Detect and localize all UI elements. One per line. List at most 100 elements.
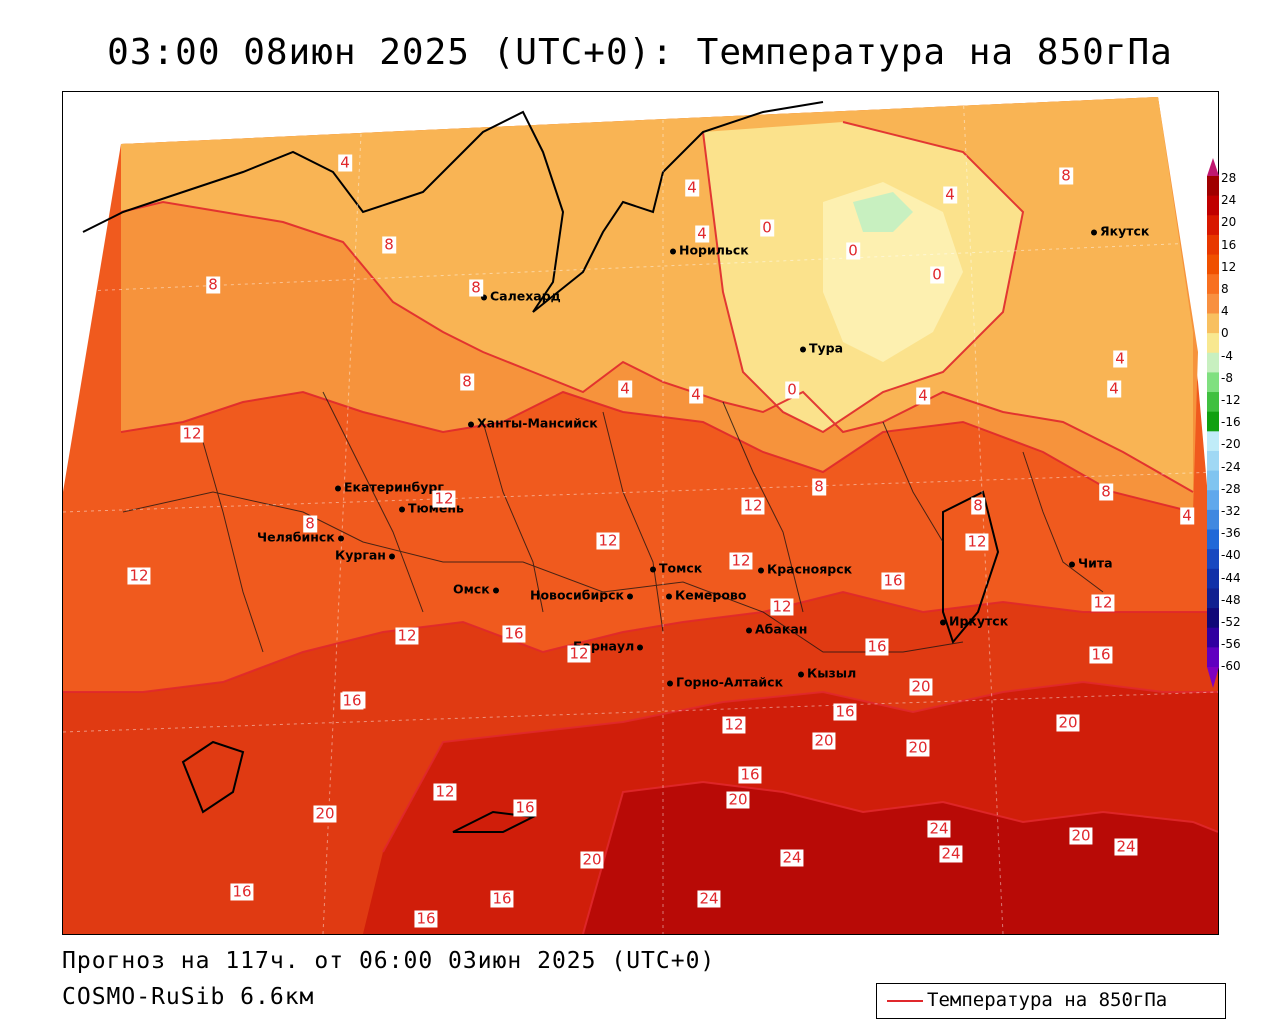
- city-dot-icon: [481, 294, 487, 300]
- colorbar-tick-label: -40: [1221, 548, 1241, 563]
- city-label: Кызыл: [798, 666, 856, 681]
- colorbar-segment: [1207, 490, 1219, 511]
- colorbar-tick-label: 12: [1221, 259, 1237, 274]
- city-label: Омск: [453, 582, 502, 597]
- city-name: Новосибирск: [530, 587, 625, 603]
- colorbar-top-arrow: [1207, 158, 1219, 176]
- city-dot-icon: [746, 627, 752, 633]
- colorbar-tick-label: 4: [1221, 304, 1229, 319]
- isotherm-label: 24: [927, 819, 951, 838]
- colorbar-tick-label: -12: [1221, 393, 1241, 407]
- isotherm-label: 12: [965, 532, 989, 551]
- city-name: Горно-Алтайск: [676, 674, 784, 690]
- colorbar-segment: [1207, 234, 1219, 256]
- colorbar-tick-label: 20: [1221, 215, 1237, 230]
- colorbar-segment: [1207, 509, 1219, 531]
- city-dot-icon: [337, 535, 344, 541]
- map-title: 03:00 08июн 2025 (UTC+0): Температура на…: [107, 32, 1173, 73]
- city-name: Челябинск: [257, 529, 335, 545]
- colorbar-tick-label: -48: [1221, 592, 1241, 607]
- map-area[interactable]: Якутск Норильск Салехард Тура Ханты-Манс…: [62, 91, 1219, 935]
- city-label: Томск: [650, 561, 702, 576]
- colorbar-tick-label: 24: [1221, 193, 1237, 208]
- colorbar-segment: [1207, 352, 1219, 373]
- isotherm-label: 16: [414, 909, 438, 928]
- isotherm-label: 4: [695, 224, 709, 243]
- city-label: Новосибирск: [530, 588, 636, 603]
- colorbar-tick-label: -16: [1221, 415, 1241, 430]
- isotherm-label: 12: [770, 597, 794, 616]
- isotherm-label: 12: [722, 715, 746, 734]
- city-label: Чита: [1069, 556, 1113, 571]
- band-0b: [823, 182, 963, 362]
- colorbar-segment: [1207, 254, 1219, 275]
- isotherm-label: 20: [726, 790, 750, 809]
- city-label: Салехард: [481, 289, 561, 304]
- isotherm-label: 8: [812, 477, 826, 496]
- city-name: Иркутск: [949, 613, 1009, 629]
- isotherm-label: 4: [618, 379, 632, 398]
- colorbar-tick-label: -20: [1221, 437, 1241, 452]
- colorbar-segment: [1207, 450, 1219, 472]
- city-dot-icon: [335, 485, 341, 491]
- band-minus4: [853, 192, 913, 232]
- isotherm-label: 20: [906, 738, 930, 757]
- isotherm-label: 4: [1180, 506, 1194, 525]
- colorbar-bottom-arrow: [1207, 667, 1219, 688]
- colorbar-segment: [1207, 568, 1219, 589]
- city-name: Ханты-Мансийск: [477, 415, 598, 431]
- colorbar-tick-label: -24: [1221, 459, 1241, 474]
- colorbar-segment: [1207, 176, 1219, 197]
- isotherm-label: 0: [785, 380, 799, 399]
- city-label: Екатеринбург: [335, 480, 444, 495]
- colorbar-tick-label: -28: [1221, 481, 1241, 496]
- city-name: Томск: [659, 560, 703, 576]
- colorbar-tick-label: 0: [1221, 326, 1229, 341]
- isotherm-label: 8: [206, 275, 220, 294]
- legend-label: Температура на 850гПа: [927, 989, 1168, 1011]
- isotherm-label: 16: [490, 889, 514, 908]
- city-name: Абакан: [755, 621, 808, 637]
- city-dot-icon: [670, 248, 676, 254]
- temperature-field: [63, 92, 1218, 934]
- city-name: Тура: [809, 340, 844, 356]
- temperature-colorbar: [1207, 158, 1219, 688]
- isotherm-label: 24: [697, 889, 721, 908]
- isotherm-label: 20: [909, 677, 933, 696]
- colorbar-segment: [1207, 392, 1219, 413]
- city-dot-icon: [388, 553, 395, 559]
- isotherm-label: 24: [780, 848, 804, 867]
- colorbar-tick-label: 28: [1221, 171, 1237, 185]
- colorbar-segment: [1207, 195, 1219, 216]
- city-dot-icon: [758, 567, 764, 573]
- colorbar-segment: [1207, 608, 1219, 629]
- city-dot-icon: [798, 671, 804, 677]
- isotherm-label: 12: [127, 566, 151, 585]
- isotherm-label: 20: [812, 731, 836, 750]
- isotherm-label: 8: [460, 372, 474, 391]
- isotherm-label: 16: [1089, 645, 1113, 664]
- isotherm-label: 8: [382, 235, 396, 254]
- isotherm-label: 8: [303, 514, 317, 533]
- colorbar-tick-label: -52: [1221, 615, 1241, 629]
- isotherm-label: 16: [881, 571, 905, 590]
- colorbar-segment: [1207, 313, 1219, 334]
- legend: Температура на 850гПа: [876, 983, 1226, 1019]
- city-dot-icon: [399, 506, 405, 512]
- city-name: Чита: [1078, 555, 1113, 571]
- city-label: Тура: [800, 341, 843, 356]
- colorbar-tick-label: -44: [1221, 570, 1241, 585]
- isotherm-label: 12: [741, 496, 765, 515]
- isotherm-label: 20: [313, 804, 337, 823]
- city-dot-icon: [1069, 561, 1075, 567]
- isotherm-label: 12: [596, 531, 620, 550]
- city-dot-icon: [940, 619, 946, 625]
- colorbar-segment: [1207, 529, 1219, 550]
- colorbar-tick-label: -36: [1221, 526, 1241, 541]
- city-dot-icon: [468, 421, 474, 427]
- city-name: Салехард: [490, 288, 561, 304]
- city-dot-icon: [666, 593, 672, 599]
- city-name: Екатеринбург: [344, 479, 444, 495]
- isotherm-label: 12: [1091, 593, 1115, 612]
- isotherm-label: 16: [513, 798, 537, 817]
